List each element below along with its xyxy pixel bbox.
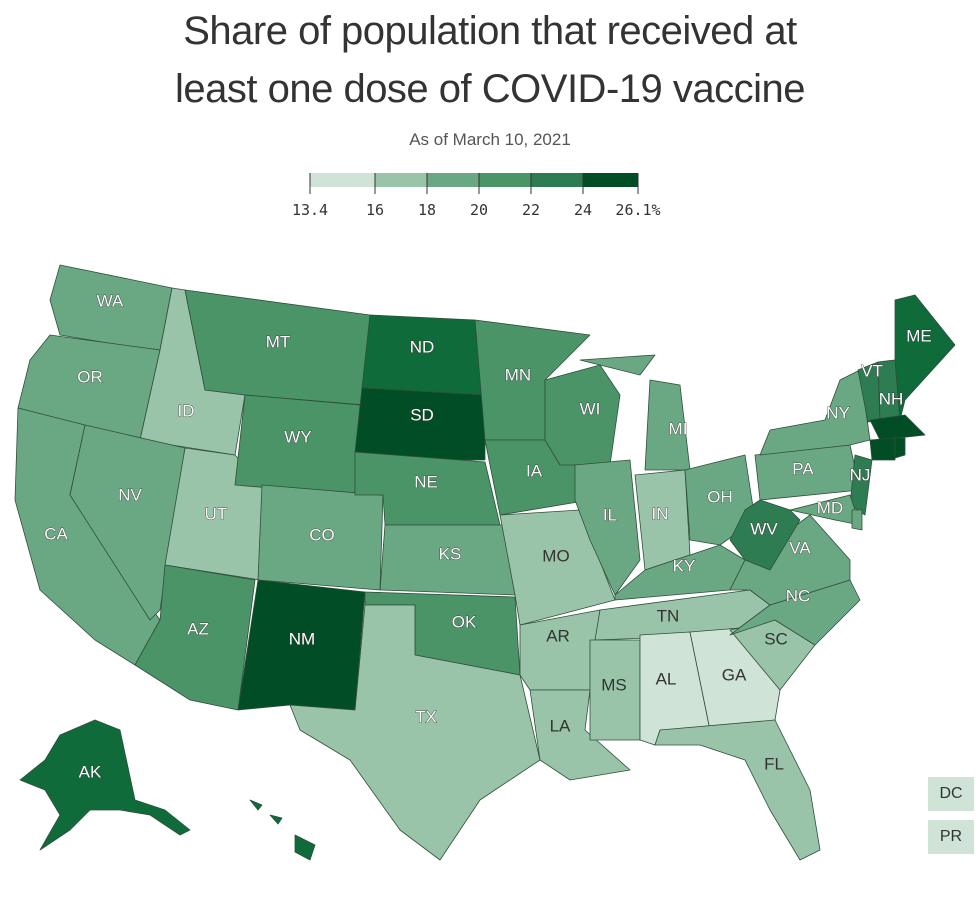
legend-tick-1: 13.4 <box>292 201 328 219</box>
label-nc: NC <box>786 586 811 605</box>
label-vt: VT <box>861 361 883 380</box>
label-md: MD <box>817 498 843 517</box>
state-ma[interactable] <box>869 414 926 441</box>
label-in: IN <box>652 504 669 523</box>
label-ak: AK <box>79 762 102 781</box>
color-legend: 13.4 16 18 20 22 24 26.1% <box>292 173 661 219</box>
state-ny[interactable] <box>759 369 871 456</box>
title-line-1: Share of population that received at <box>183 9 797 53</box>
label-me: ME <box>906 326 932 345</box>
label-id: ID <box>178 401 195 420</box>
state-tx[interactable] <box>289 604 541 861</box>
label-ut: UT <box>205 504 228 523</box>
legend-swatch-5 <box>531 173 583 187</box>
label-mn: MN <box>505 365 531 384</box>
legend-swatch-4 <box>479 173 531 187</box>
box-pr[interactable]: PR <box>927 819 975 855</box>
legend-tick-2: 16 <box>366 201 384 219</box>
label-nh: NH <box>879 389 904 408</box>
state-ri[interactable] <box>894 437 906 459</box>
label-mo: MO <box>542 546 569 565</box>
legend-swatch-2 <box>375 173 427 187</box>
chart-title: Share of population that received at lea… <box>0 2 980 118</box>
state-hi[interactable] <box>249 799 316 861</box>
label-co: CO <box>309 525 335 544</box>
legend-swatch-1 <box>310 173 375 187</box>
label-oh: OH <box>707 487 733 506</box>
state-mo[interactable] <box>499 509 616 626</box>
legend-swatch-6 <box>583 173 638 187</box>
state-ky[interactable] <box>614 544 746 601</box>
legend-tick-6: 24 <box>574 201 592 219</box>
legend-swatch-3 <box>427 173 479 187</box>
label-pa: PA <box>792 459 814 478</box>
label-nm: NM <box>289 629 315 648</box>
label-sc: SC <box>764 629 788 648</box>
label-tn: TN <box>657 606 680 625</box>
label-az: AZ <box>187 619 209 638</box>
label-fl: FL <box>764 754 784 773</box>
label-wa: WA <box>97 291 124 310</box>
label-tx: TX <box>415 707 437 726</box>
label-ne: NE <box>414 472 438 491</box>
label-ny: NY <box>826 403 850 422</box>
label-il: IL <box>603 505 617 524</box>
label-or: OR <box>77 367 103 386</box>
label-wi: WI <box>580 399 601 418</box>
state-ak[interactable] <box>19 719 191 851</box>
legend-tick-4: 20 <box>470 201 488 219</box>
label-sd: SD <box>410 405 434 424</box>
state-de[interactable] <box>851 509 863 531</box>
legend-tick-3: 18 <box>418 201 436 219</box>
state-az[interactable] <box>134 564 256 711</box>
label-ks: KS <box>439 544 462 563</box>
state-ga[interactable] <box>689 627 781 731</box>
label-ga: GA <box>722 665 747 684</box>
state-sd[interactable] <box>354 387 486 461</box>
label-ia: IA <box>526 461 543 480</box>
legend-tick-5: 22 <box>522 201 540 219</box>
label-nd: ND <box>410 337 435 356</box>
label-nv: NV <box>118 485 142 504</box>
label-ms: MS <box>601 675 627 694</box>
subtitle: As of March 10, 2021 <box>409 130 571 149</box>
state-ms[interactable] <box>589 639 641 741</box>
label-wv: WV <box>750 519 778 538</box>
state-me[interactable] <box>894 294 956 421</box>
label-ca: CA <box>44 524 68 543</box>
label-ar: AR <box>546 626 570 645</box>
state-nv[interactable] <box>69 424 186 621</box>
label-la: LA <box>550 716 571 735</box>
label-ok: OK <box>452 612 477 631</box>
state-ct[interactable] <box>869 437 896 461</box>
label-wy: WY <box>284 427 311 446</box>
state-nj[interactable] <box>849 454 873 516</box>
legend-tick-7: 26.1% <box>615 201 660 219</box>
label-mi: MI <box>669 419 688 438</box>
label-al: AL <box>656 669 677 688</box>
label-mt: MT <box>266 332 291 351</box>
us-choropleth-map: WA OR CA ID NV UT AZ MT WY CO NM ND SD N… <box>14 264 956 861</box>
box-dc[interactable]: DC <box>927 776 975 812</box>
state-fl[interactable] <box>654 719 821 861</box>
label-ky: KY <box>673 556 696 575</box>
state-wv[interactable] <box>729 499 801 571</box>
label-nj: NJ <box>850 465 871 484</box>
title-line-2: least one dose of COVID-19 vaccine <box>174 67 806 111</box>
label-va: VA <box>789 538 811 557</box>
